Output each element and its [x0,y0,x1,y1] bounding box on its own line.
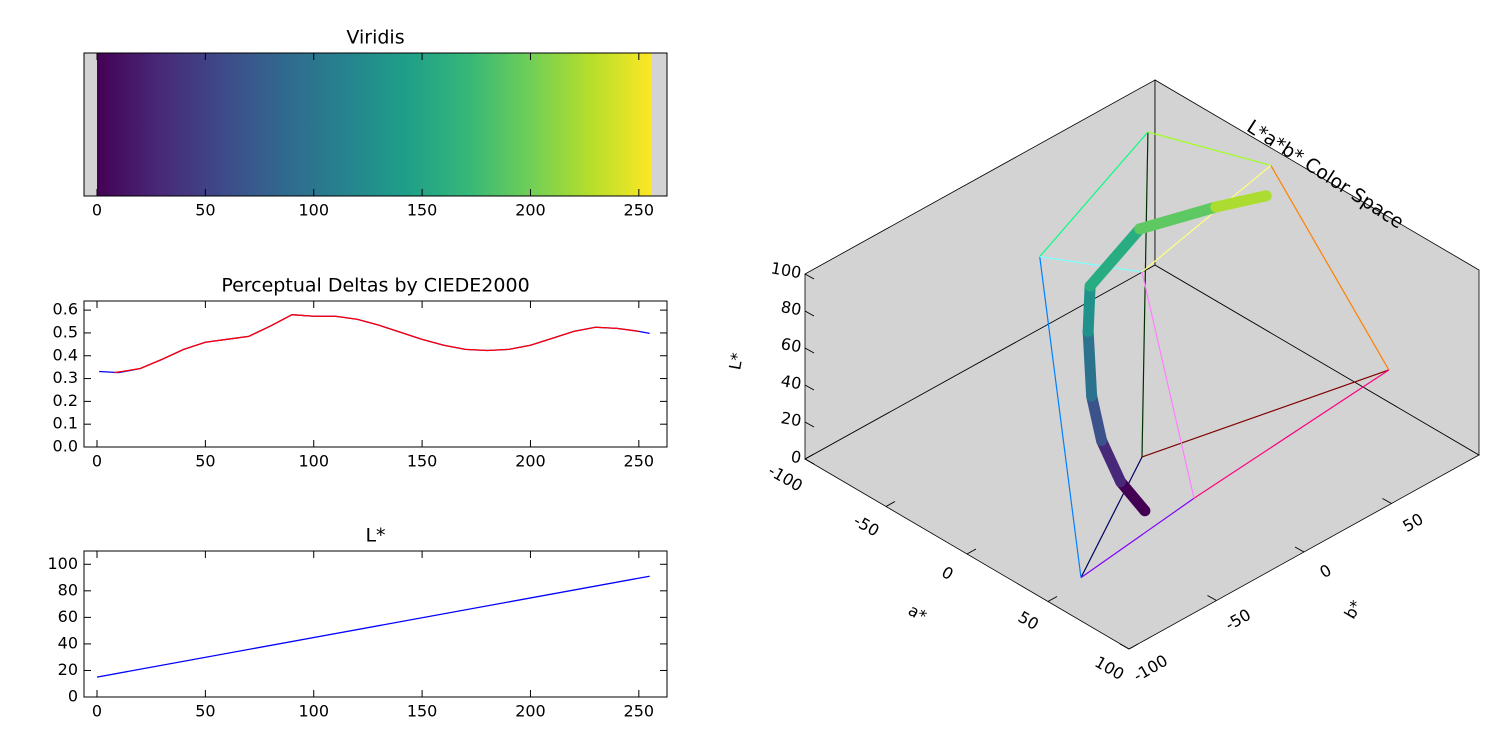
chart-title: L* [365,525,385,547]
x-tick-label: 0 [92,702,102,721]
z-tick [804,384,815,391]
y-tick [1207,595,1217,601]
z-tick [804,421,815,428]
x-tick-label: 50 [1015,607,1042,634]
y-tick [1119,643,1130,650]
y-tick-label: 20 [58,660,78,679]
x-tick-label: 100 [1092,652,1128,684]
y-tick-label: 0.6 [53,300,78,319]
x-tick-label: 0 [92,201,102,220]
y-tick-label: 0 [1316,560,1334,582]
curve-segment [1096,435,1127,488]
y-tick [1382,498,1392,504]
z-tick-label: 40 [779,371,802,393]
x-tick-label: 150 [407,702,438,721]
y-tick [1294,546,1305,553]
z-tick [804,458,815,465]
curve-segment [1086,390,1108,447]
y-tick-label: 0 [68,687,78,706]
axes-frame [83,300,668,448]
gamut-edge [1039,131,1149,258]
axes-frame [83,52,668,197]
line [96,575,650,678]
x-tick-label: 150 [407,201,438,220]
x-tick-label: 0 [938,562,956,584]
x-tick-label: 100 [298,702,329,721]
x-tick-label: 50 [195,702,215,721]
x-tick-label: 50 [195,452,215,471]
x-tick-label: 100 [298,452,329,471]
z-axis-label: L* [725,351,747,371]
x-tick-label: 250 [624,452,655,471]
x-tick-label: 200 [515,201,546,220]
x-tick-label: 250 [624,201,655,220]
y-tick-label: -100 [1130,651,1171,686]
z-tick [804,310,815,317]
y-tick-label: 50 [1399,509,1426,536]
z-tick-label: 60 [779,334,802,356]
x-tick-label: 50 [195,201,215,220]
chart-title: Viridis [346,27,404,49]
curve-segment [1082,326,1098,402]
y-axis-label: b* [1340,597,1366,622]
y-tick-label: 0.5 [53,322,78,341]
x-tick [966,548,977,555]
wall-pane [1154,79,1480,456]
line [114,314,639,374]
y-tick-label: 0.3 [53,368,78,387]
x-tick-label: -50 [850,511,882,541]
x-tick-label: 250 [624,702,655,721]
x-tick [885,501,896,507]
z-tick [804,273,815,280]
x-tick-label: -100 [765,461,806,496]
axes-frame [83,550,668,698]
gamut-edge [1141,131,1149,458]
y-tick-label: 80 [58,580,78,599]
x-tick-label: 150 [407,452,438,471]
curve-segment [1082,280,1096,338]
y-tick-label: 60 [58,607,78,626]
y-tick-label: 0.4 [53,345,78,364]
y-tick-label: 100 [47,554,78,573]
x-tick [804,453,815,460]
y-tick-label: 0.1 [53,414,78,433]
gamut-edge [1270,165,1390,371]
gamut-edge [1039,256,1082,578]
x-tick-label: 100 [298,201,329,220]
y-tick-label: 0.0 [53,437,78,456]
z-tick-label: 0 [789,447,802,467]
gamut-edge [1141,369,1390,458]
gamut-edge [1193,369,1390,499]
z-tick-label: 20 [779,408,802,430]
gamut-edge [1039,256,1143,273]
z-tick-label: 80 [779,297,802,319]
colorbar [97,53,652,196]
x-tick-label: 200 [515,452,546,471]
x-axis-label: a* [905,600,930,625]
x-tick [1047,596,1058,602]
gamut-edge [1080,456,1143,578]
x-tick-label: 0 [92,452,102,471]
y-tick-label: 0.2 [53,391,78,410]
curve-segment [1115,476,1151,517]
curve-segment [1134,201,1222,235]
curve-segment [1084,223,1146,292]
curve-segment [1210,190,1272,213]
y-tick-label: 40 [58,633,78,652]
gamut-edge [1147,131,1272,167]
x-tick-label: 200 [515,702,546,721]
chart-title: Perceptual Deltas by CIEDE2000 [221,275,529,297]
gamut-edge [1141,165,1272,273]
gamut-edge [1080,497,1195,579]
x-tick [1128,643,1139,650]
z-tick-label: 100 [769,258,802,282]
y-tick-label: -50 [1222,605,1254,635]
z-tick [804,347,815,354]
gamut-edge [1141,271,1195,499]
